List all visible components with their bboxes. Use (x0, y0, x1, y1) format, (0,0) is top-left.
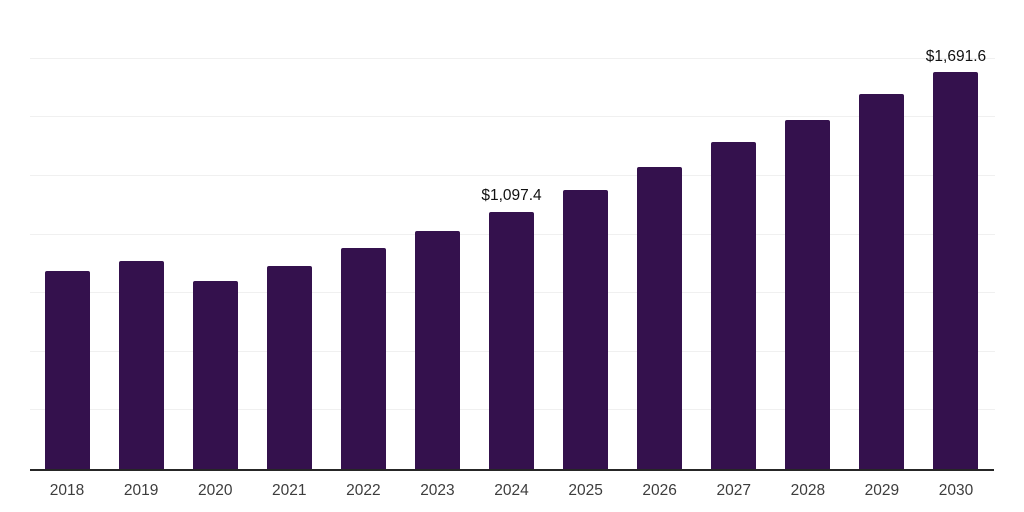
bar (266, 265, 312, 469)
bar (340, 248, 386, 469)
x-tick-label: 2019 (123, 482, 159, 499)
bar-column (400, 0, 474, 469)
x-tick-label: 2022 (346, 482, 381, 499)
bar-column (771, 0, 845, 469)
bar-column (252, 0, 326, 469)
bar-column (549, 0, 623, 469)
bar-column (697, 0, 771, 469)
bar-column (178, 0, 252, 469)
bar (711, 141, 757, 469)
x-tick-label: 2020 (197, 482, 233, 499)
bar-column (104, 0, 178, 469)
x-tick-label: 2027 (716, 482, 751, 499)
x-tick-label: 2029 (864, 482, 900, 499)
bar-column: $1,097.4 (474, 0, 548, 469)
x-tick-label: 2026 (642, 482, 677, 499)
bar-column (623, 0, 697, 469)
x-tick-label: 2021 (272, 482, 307, 499)
x-tick-label: 2028 (790, 482, 826, 499)
x-axis-labels: 2018 2019 2020 2021 2022 2023 2024 2025 2026 2027… (30, 482, 993, 500)
bar (414, 230, 460, 469)
bar-value-label: $1,097.4 (481, 187, 542, 205)
x-axis-line (30, 469, 994, 471)
bar-column: $1,691.6 (919, 0, 993, 469)
bar (785, 119, 831, 469)
bar (44, 271, 90, 469)
bar (563, 189, 609, 469)
bar (859, 94, 905, 469)
gridline (30, 57, 995, 59)
bar (637, 166, 683, 469)
gridline (30, 174, 995, 176)
gridline (30, 116, 995, 118)
bar (933, 72, 979, 469)
x-tick-label: 2023 (420, 482, 455, 499)
bar (118, 260, 164, 469)
bar-column (326, 0, 400, 469)
x-tick-label: 2018 (49, 482, 85, 499)
bar-value-label: $1,691.6 (925, 47, 987, 65)
bar-column (30, 0, 104, 469)
bar (192, 281, 238, 469)
x-tick-label: 2030 (938, 482, 974, 499)
bars-row: $1,097.4 $1,691.6 (30, 0, 993, 469)
x-tick-label: 2025 (568, 482, 603, 499)
x-tick-label: 2024 (494, 482, 529, 499)
bar (489, 211, 534, 469)
bar-column (845, 0, 919, 469)
